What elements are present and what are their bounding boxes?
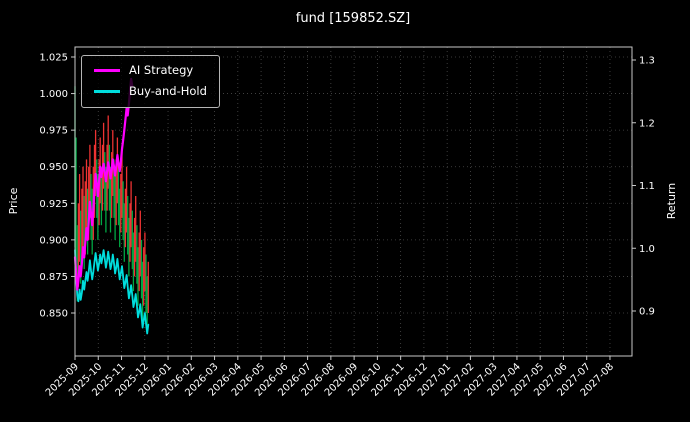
ai-strategy-line-swatch xyxy=(94,69,120,73)
svg-text:0.975: 0.975 xyxy=(39,126,68,137)
legend-item-buy-and-hold: Buy-and-Hold xyxy=(94,83,207,99)
svg-text:0.850: 0.850 xyxy=(39,309,68,320)
legend-label-buy-and-hold: Buy-and-Hold xyxy=(129,83,207,98)
buy-and-hold-line-swatch xyxy=(94,90,120,94)
ai-strategy-line xyxy=(73,77,134,291)
svg-text:1.2: 1.2 xyxy=(639,118,655,129)
svg-text:1.0: 1.0 xyxy=(639,244,655,255)
svg-text:0.925: 0.925 xyxy=(39,199,68,210)
svg-text:1.025: 1.025 xyxy=(39,53,68,64)
chart-title: fund [159852.SZ] xyxy=(296,11,411,26)
price-range-bars xyxy=(74,86,149,328)
y-axis-label-price: Price xyxy=(7,187,20,214)
legend-item-ai-strategy: AI Strategy xyxy=(94,63,207,78)
buy-and-hold-line xyxy=(74,249,150,335)
svg-text:0.900: 0.900 xyxy=(39,235,68,246)
legend: AI Strategy Buy-and-Hold xyxy=(81,55,220,108)
svg-text:1.1: 1.1 xyxy=(639,181,655,192)
svg-text:1.3: 1.3 xyxy=(639,56,655,67)
svg-text:1.000: 1.000 xyxy=(39,89,68,100)
y-axis-label-return: Return xyxy=(665,183,678,220)
svg-text:0.950: 0.950 xyxy=(39,162,68,173)
svg-text:0.9: 0.9 xyxy=(639,307,655,318)
legend-label-ai-strategy: AI Strategy xyxy=(129,63,194,77)
svg-text:0.875: 0.875 xyxy=(39,272,68,283)
